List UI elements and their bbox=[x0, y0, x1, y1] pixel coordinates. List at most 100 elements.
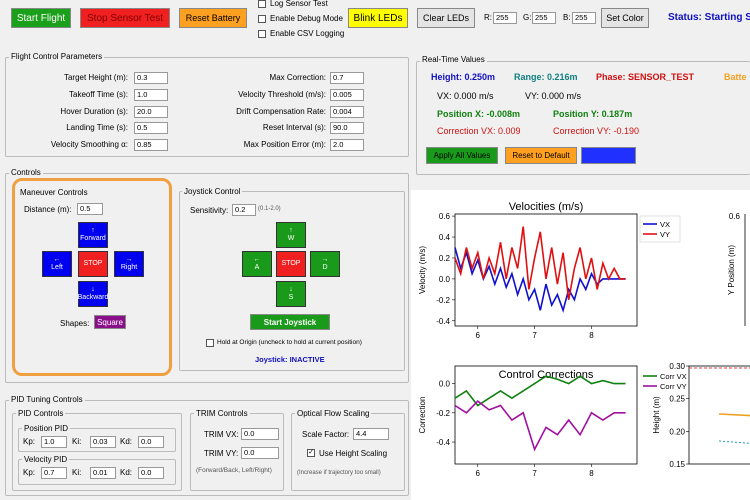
pid-controls-frame bbox=[12, 413, 182, 491]
position-pid-ki-input[interactable]: 0.03 bbox=[90, 436, 116, 448]
chart-0-xtick-label: 7 bbox=[532, 331, 537, 340]
flight-param-left-input[interactable]: 0.85 bbox=[134, 139, 168, 151]
stop-sensor-test-button[interactable]: Stop Sensor Test bbox=[80, 8, 170, 28]
velocity-pid-kp-input[interactable]: 0.7 bbox=[41, 467, 67, 479]
right-arrow-icon: → bbox=[125, 256, 133, 263]
flight-param-right-input[interactable]: 0.004 bbox=[330, 106, 364, 118]
vy-value: VY: 0.000 m/s bbox=[525, 91, 582, 101]
left-button[interactable]: ← Left bbox=[42, 251, 72, 277]
joystick-down-arrow-icon: ↓ bbox=[289, 286, 293, 293]
shape-square-button[interactable]: Square bbox=[94, 315, 126, 329]
charts-svg: Velocities (m/s) 0.6 0.4 0.2 0.0 -0.2 -0.4 6 7 8 V… bbox=[418, 201, 750, 478]
position-pid-title: Position PID bbox=[22, 424, 71, 433]
backward-button[interactable]: ↓ Backward bbox=[78, 281, 108, 307]
csv-logging-checkbox[interactable] bbox=[258, 30, 266, 38]
maneuver-stop-button[interactable]: STOP bbox=[78, 251, 108, 277]
blue-action-button[interactable] bbox=[581, 147, 636, 164]
flight-param-right-label: Drift Compensation Rate: bbox=[236, 107, 326, 116]
flight-param-right-label: Velocity Threshold (m/s): bbox=[238, 90, 326, 99]
flight-param-right-input[interactable]: 0.005 bbox=[330, 89, 364, 101]
maneuver-title: Maneuver Controls bbox=[20, 188, 88, 197]
distance-input[interactable]: 0.5 bbox=[77, 203, 103, 215]
position-pid-kp-input[interactable]: 1.0 bbox=[41, 436, 67, 448]
right-button[interactable]: → Right bbox=[114, 251, 144, 277]
flight-param-right-input[interactable]: 0.7 bbox=[330, 72, 364, 84]
chart-3-range-line bbox=[718, 440, 750, 444]
b-label: B: bbox=[563, 13, 571, 22]
flight-param-left-label: Landing Time (s): bbox=[66, 123, 128, 132]
joystick-status: Joystick: INACTIVE bbox=[255, 355, 325, 364]
position-pid-frame bbox=[18, 428, 176, 452]
left-label: Left bbox=[51, 264, 63, 271]
chart-0-ytick-label: 0.6 bbox=[439, 212, 451, 221]
flight-param-right-input[interactable]: 2.0 bbox=[330, 139, 364, 151]
joystick-d-button[interactable]: → D bbox=[310, 251, 340, 277]
velocity-pid-kd-input[interactable]: 0.0 bbox=[138, 467, 164, 479]
sensitivity-hint: (0.1-2.0) bbox=[258, 206, 281, 212]
velocity-pid-ki-label: Ki: bbox=[72, 468, 82, 477]
sensitivity-input[interactable]: 0.2 bbox=[232, 204, 256, 216]
flight-param-left-label: Hover Duration (s): bbox=[60, 107, 128, 116]
joystick-s-button[interactable]: ↓ S bbox=[276, 281, 306, 307]
position-pid-ki-label: Ki: bbox=[72, 437, 82, 446]
chart-1-legend-label: Corr VX bbox=[660, 372, 687, 381]
r-label: R: bbox=[484, 13, 492, 22]
start-flight-button[interactable]: Start Flight bbox=[11, 8, 71, 28]
trim-vy-input[interactable]: 0.0 bbox=[241, 447, 279, 459]
position-x-value: Position X: -0.008m bbox=[437, 109, 521, 119]
flight-params-title: Flight Control Parameters bbox=[9, 52, 105, 61]
joystick-frame bbox=[179, 191, 405, 371]
chart-1-legend-label: Corr VY bbox=[660, 382, 687, 391]
chart-0-ytick-label: -0.4 bbox=[436, 317, 450, 326]
chart-1-ytick-label: -0.2 bbox=[436, 409, 450, 418]
flight-param-right-input[interactable]: 90.0 bbox=[330, 122, 364, 134]
start-joystick-button[interactable]: Start Joystick bbox=[250, 314, 330, 330]
position-pid-kd-input[interactable]: 0.0 bbox=[138, 436, 164, 448]
flow-title: Optical Flow Scaling bbox=[295, 409, 372, 418]
chart-1-series-1-line bbox=[454, 400, 626, 452]
debug-mode-checkbox[interactable] bbox=[258, 15, 266, 23]
flight-param-left-input[interactable]: 0.5 bbox=[134, 122, 168, 134]
chart-2-ytick-label: 0.6 bbox=[729, 212, 741, 221]
chart-3-ytick-label: 0.25 bbox=[669, 395, 685, 404]
reset-default-button[interactable]: Reset to Default bbox=[505, 147, 577, 164]
clear-leds-button[interactable]: Clear LEDs bbox=[417, 8, 475, 28]
trim-vx-label: TRIM VX: bbox=[204, 430, 239, 439]
joystick-left-arrow-icon: ← bbox=[253, 256, 261, 263]
chart-3-ytick-label: 0.20 bbox=[669, 427, 685, 436]
apply-all-button[interactable]: Apply All Values bbox=[426, 147, 498, 164]
joystick-stop-button[interactable]: STOP bbox=[276, 251, 306, 277]
chart-0-ytick-label: -0.2 bbox=[436, 296, 450, 305]
joystick-a-button[interactable]: ← A bbox=[242, 251, 272, 277]
chart-1-ylabel: Correction bbox=[418, 397, 427, 434]
blink-leds-button[interactable]: Blink LEDs bbox=[348, 8, 408, 28]
a-label: A bbox=[254, 264, 260, 271]
chart-0-legend-label: VX bbox=[660, 220, 670, 229]
flight-param-left-input[interactable]: 20.0 bbox=[134, 106, 168, 118]
pid-controls-title: PID Controls bbox=[16, 409, 66, 418]
b-input[interactable]: 255 bbox=[572, 12, 596, 24]
chart-1-series-0-line bbox=[454, 375, 626, 407]
log-sensor-test-checkbox[interactable] bbox=[258, 0, 266, 8]
chart-0-xtick-label: 8 bbox=[589, 331, 594, 340]
flight-param-left-input[interactable]: 1.0 bbox=[134, 89, 168, 101]
use-height-checkbox[interactable]: ✓ bbox=[307, 449, 315, 457]
log-sensor-test-label: Log Sensor Test bbox=[270, 0, 328, 8]
joystick-w-button[interactable]: ↑ W bbox=[276, 222, 306, 248]
reset-battery-button[interactable]: Reset Battery bbox=[179, 8, 247, 28]
chart-1-ytick-label: 0.0 bbox=[439, 380, 451, 389]
joystick-stop-label: STOP bbox=[281, 260, 301, 267]
flight-param-left-input[interactable]: 0.3 bbox=[134, 72, 168, 84]
trim-vx-input[interactable]: 0.0 bbox=[241, 428, 279, 440]
chart-1-ytick-label: -0.4 bbox=[436, 438, 450, 447]
r-input[interactable]: 255 bbox=[493, 12, 517, 24]
chart-0-ytick-label: 0.4 bbox=[439, 233, 451, 242]
scale-factor-input[interactable]: 4.4 bbox=[353, 428, 389, 440]
forward-button[interactable]: ↑ Forward bbox=[78, 222, 108, 248]
hold-origin-checkbox[interactable] bbox=[206, 339, 214, 347]
g-input[interactable]: 255 bbox=[532, 12, 556, 24]
d-label: D bbox=[322, 264, 328, 271]
set-color-button[interactable]: Set Color bbox=[601, 8, 649, 28]
velocity-pid-ki-input[interactable]: 0.01 bbox=[90, 467, 116, 479]
chart-3-ytick-label: 0.15 bbox=[669, 460, 685, 469]
